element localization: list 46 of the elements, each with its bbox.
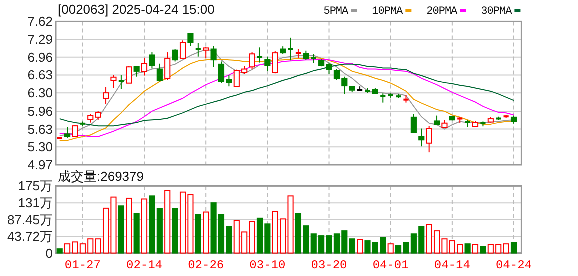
bar: [349, 238, 356, 254]
bar: [357, 239, 364, 254]
bar: [118, 206, 124, 254]
bar: [56, 248, 63, 254]
bar: [464, 244, 471, 254]
bar: [172, 208, 178, 254]
x-tick-label: 01-27: [64, 258, 101, 272]
x-tick-label: 03-10: [250, 258, 286, 272]
y-tick-label: 0: [46, 246, 53, 261]
chart-title: [002063] 2025-04-24 15:00: [58, 2, 215, 17]
bar: [503, 244, 510, 254]
bar: [203, 212, 210, 254]
y-tick-label: 4.97: [28, 158, 53, 172]
bar: [126, 198, 132, 254]
legend-label: 20PMA: [426, 6, 458, 18]
bar: [141, 198, 148, 254]
legend-label: 30PMA: [481, 6, 513, 18]
y-tick-label: 175万: [18, 178, 53, 194]
y-tick-label: 6.96: [28, 50, 53, 65]
y-tick-label: 131万: [18, 196, 53, 211]
x-tick-label: 02-26: [188, 258, 224, 272]
x-tick-label: 03-20: [311, 258, 348, 272]
y-tick-label: 7.62: [28, 14, 53, 30]
y-tick-label: 43.72万: [7, 229, 53, 244]
legend-label: 10PMA: [372, 6, 404, 18]
line-series: [59, 64, 514, 127]
bar: [164, 190, 171, 254]
y-tick-label: 6.63: [28, 68, 53, 83]
y-tick-label: 5.96: [28, 104, 53, 119]
bar: [134, 213, 140, 254]
bar: [480, 246, 486, 254]
y-tick-label: 87.45万: [7, 212, 53, 228]
y-tick-label: 6.30: [28, 86, 53, 101]
chart-title: 成交量:269379: [58, 169, 144, 184]
x-tick-label: 04-14: [434, 258, 470, 272]
bar: [388, 244, 394, 254]
x-tick-label: 04-24: [496, 258, 532, 272]
bar: [195, 214, 202, 254]
bar: [472, 244, 479, 254]
legend-label: 5PMA: [324, 6, 350, 18]
y-tick-label: 7.29: [28, 32, 53, 48]
y-tick-label: 5.30: [28, 140, 53, 155]
x-tick-label: 04-01: [372, 258, 409, 272]
x-tick-label: 02-14: [126, 258, 163, 272]
y-tick-label: 5.63: [28, 122, 53, 137]
bar: [510, 242, 518, 254]
